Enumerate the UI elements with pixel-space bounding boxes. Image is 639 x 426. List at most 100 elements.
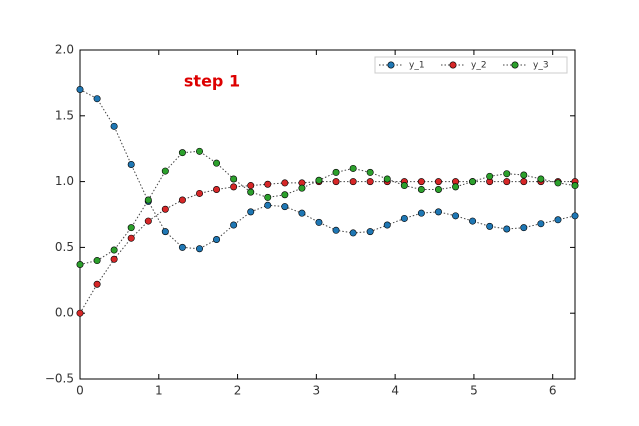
legend-box (374, 56, 568, 74)
y-tick-label: 2.0 (55, 43, 74, 57)
x-tick-label: 2 (234, 384, 242, 398)
marker (76, 85, 84, 93)
marker (366, 168, 374, 176)
marker (366, 178, 374, 186)
marker (110, 255, 118, 263)
x-tick-label: 5 (470, 384, 478, 398)
marker (417, 178, 425, 186)
marker (178, 149, 186, 157)
plot-frame (79, 49, 576, 380)
marker (332, 168, 340, 176)
marker (520, 171, 528, 179)
marker (127, 234, 135, 242)
annotation: step 1 (184, 72, 240, 91)
legend-label: y_1 (409, 61, 425, 71)
marker (520, 224, 528, 232)
marker (281, 203, 289, 211)
marker (230, 183, 238, 191)
marker (264, 193, 272, 201)
marker (144, 196, 152, 204)
legend-marker (449, 61, 457, 69)
marker (469, 178, 477, 186)
marker (127, 160, 135, 168)
marker (213, 236, 221, 244)
marker (486, 172, 494, 180)
legend-marker (387, 61, 395, 69)
marker (315, 218, 323, 226)
marker (247, 182, 255, 190)
marker (349, 164, 357, 172)
marker (213, 159, 221, 167)
marker (486, 222, 494, 230)
series-line (79, 89, 576, 250)
marker (161, 228, 169, 236)
marker (315, 176, 323, 184)
marker (110, 246, 118, 254)
marker (178, 243, 186, 251)
marker (383, 175, 391, 183)
marker (434, 185, 442, 193)
marker (503, 225, 511, 233)
series-line (79, 150, 576, 265)
marker (110, 122, 118, 130)
marker (93, 280, 101, 288)
marker (503, 170, 511, 178)
marker (196, 189, 204, 197)
marker (127, 224, 135, 232)
marker (332, 226, 340, 234)
marker (383, 221, 391, 229)
y-tick-label: −0.5 (45, 372, 74, 386)
marker (400, 182, 408, 190)
marker (349, 229, 357, 237)
y-tick-label: 0.5 (55, 240, 74, 254)
series-line (79, 181, 575, 314)
marker (76, 261, 84, 269)
marker (503, 178, 511, 186)
marker (434, 178, 442, 186)
marker (298, 184, 306, 192)
marker (264, 180, 272, 188)
marker (298, 209, 306, 217)
marker (452, 212, 460, 220)
marker (247, 188, 255, 196)
marker (230, 221, 238, 229)
marker (161, 167, 169, 175)
marker (469, 217, 477, 225)
y-tick-label: 1.5 (55, 108, 74, 122)
x-tick-label: 6 (549, 384, 557, 398)
marker (417, 209, 425, 217)
marker (400, 214, 408, 222)
marker (196, 147, 204, 155)
marker (230, 175, 238, 183)
x-tick-label: 4 (391, 384, 399, 398)
marker (537, 175, 545, 183)
legend-label: y_2 (471, 61, 487, 71)
y-tick-label: 1.0 (55, 174, 74, 188)
marker (537, 220, 545, 228)
marker (349, 178, 357, 186)
legend-marker (511, 61, 519, 69)
y-tick-label: 0.0 (55, 306, 74, 320)
marker (366, 228, 374, 236)
marker (281, 191, 289, 199)
legend-label: y_3 (533, 61, 549, 71)
marker (452, 183, 460, 191)
marker (144, 217, 152, 225)
marker (417, 185, 425, 193)
x-tick-label: 0 (76, 384, 84, 398)
marker (178, 196, 186, 204)
marker (213, 185, 221, 193)
marker (434, 208, 442, 216)
marker (520, 178, 528, 186)
marker (554, 216, 562, 224)
marker (247, 208, 255, 216)
marker (332, 178, 340, 186)
marker (554, 179, 562, 187)
marker (93, 95, 101, 103)
marker (281, 179, 289, 187)
marker (264, 201, 272, 209)
x-tick-label: 1 (155, 384, 163, 398)
marker (93, 257, 101, 265)
marker (571, 212, 579, 220)
